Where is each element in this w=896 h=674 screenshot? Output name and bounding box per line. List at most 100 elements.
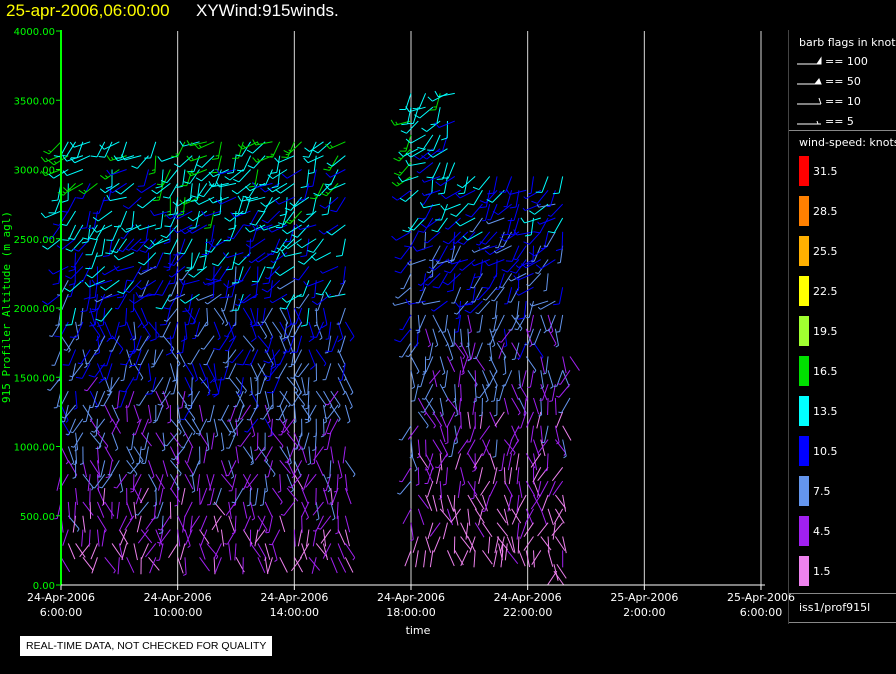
wind-barb-flag [68, 282, 76, 286]
wind-barb-shaft [439, 453, 443, 471]
wind-barb-flag [120, 154, 126, 161]
wind-barb-half-flag [537, 221, 540, 225]
wind-barb-shaft [493, 384, 498, 402]
wind-barb-shaft [100, 460, 106, 478]
wind-barb-shaft [406, 120, 419, 134]
wind-barb-shaft [329, 182, 346, 191]
wind-barb-half-flag [537, 306, 541, 310]
wind-barb-shaft [493, 286, 505, 302]
wind-barb-half-flag [436, 260, 439, 264]
wind-barb-flag [72, 248, 79, 252]
wind-barb-flag [150, 210, 155, 216]
wind-barb-shaft [234, 543, 237, 561]
wind-barb-flag [116, 248, 124, 253]
wind-barb-flag [100, 286, 106, 291]
x-tick-label-date: 24-Apr-2006 [144, 591, 212, 604]
wind-barb-half-flag [55, 324, 59, 326]
wind-barb-shaft [264, 557, 269, 575]
wind-barb-flag [164, 225, 171, 228]
wind-barb-half-flag [220, 449, 225, 452]
wind-barb-flag [138, 261, 145, 266]
wind-barb-flag [250, 324, 257, 328]
wind-barb-half-flag [182, 364, 186, 368]
wind-barb-shaft [528, 300, 534, 318]
wind-barb-half-flag [421, 301, 424, 305]
wind-barb-shaft [133, 335, 136, 353]
wind-barb-flag [464, 309, 471, 314]
wind-barb-flag [324, 183, 331, 186]
wind-barb-shaft [401, 425, 412, 441]
wind-barb-shaft [458, 397, 462, 415]
wind-barb-shaft [211, 182, 229, 188]
wind-barb-flag [232, 261, 239, 266]
wind-barb-half-flag [75, 338, 79, 341]
wind-barb-half-flag [325, 338, 329, 340]
wind-barb-half-flag [252, 348, 255, 352]
wind-barb-half-flag [119, 490, 123, 493]
wind-barb-shaft [291, 556, 303, 572]
wind-barb-flag [197, 194, 204, 198]
wind-barb-shaft [399, 480, 412, 495]
wind-barb-shaft [119, 210, 128, 228]
wind-barb-half-flag [69, 431, 74, 434]
wind-barb-shaft [122, 238, 135, 252]
wind-barb-shaft [177, 557, 184, 574]
wind-barb-shaft [183, 238, 193, 255]
wind-barb-shaft [527, 328, 534, 345]
wind-barb-shaft [213, 557, 216, 575]
wind-barb-flag [237, 144, 243, 150]
wind-barb-flag [427, 96, 433, 102]
wind-barb-half-flag [320, 435, 325, 438]
wind-barb-half-flag [166, 269, 170, 271]
wind-barb-half-flag [513, 317, 518, 320]
wind-barb-flag [67, 237, 75, 240]
wind-barb-shaft [337, 363, 347, 379]
wind-barb-shaft [551, 466, 564, 482]
wind-barb-shaft [169, 446, 179, 462]
wind-barb-shaft [279, 446, 290, 462]
wind-barb-flag [165, 352, 173, 356]
wind-barb-flag [193, 143, 199, 150]
wind-barb-flag [323, 168, 330, 171]
wind-barb-shaft [60, 557, 71, 573]
wind-barb-flag [325, 143, 331, 149]
wind-barb-shaft [269, 363, 281, 378]
wind-barb-shaft [81, 363, 91, 379]
wind-barb-shaft [331, 224, 346, 236]
wind-barb-shaft [447, 162, 456, 179]
wind-barb-flag [266, 267, 273, 269]
wind-barb-shaft [541, 494, 549, 512]
wind-barb-shaft [122, 280, 128, 298]
wind-barb-half-flag [136, 420, 140, 424]
wind-barb-flag [244, 363, 251, 366]
wind-barb-half-flag [290, 377, 294, 379]
wind-barb-shaft [528, 273, 542, 287]
barb-legend-5: == 5 [825, 115, 854, 128]
wind-barb-shaft [523, 536, 534, 551]
wind-barb-shaft [456, 300, 469, 315]
wind-barb-shaft [168, 293, 179, 310]
wind-barb-half-flag [157, 403, 161, 406]
speed-swatch-label: 25.5 [813, 245, 838, 258]
wind-barb-flag [274, 199, 280, 205]
wind-barb-half-flag [261, 449, 266, 452]
wind-barb-shaft [258, 515, 266, 532]
wind-barb-flag [442, 281, 449, 286]
wind-barb-shaft [97, 390, 106, 407]
wind-barb-shaft [494, 411, 505, 427]
wind-barb-shaft [308, 321, 315, 339]
wind-barb-half-flag [557, 383, 561, 385]
wind-barb-half-flag [229, 360, 233, 364]
wind-barb-shaft [262, 487, 266, 505]
wind-barb-flag [419, 202, 424, 208]
wind-barb-shaft [474, 522, 485, 538]
wind-barb-shaft [242, 501, 248, 519]
wind-barb-shaft [501, 453, 505, 471]
wind-barb-half-flag [128, 448, 132, 451]
wind-barb-shaft [518, 370, 521, 388]
wind-barb-shaft [286, 446, 292, 464]
wind-barb-shaft [524, 217, 541, 224]
wind-barb-shaft [148, 321, 160, 336]
wind-barb-shaft [72, 363, 84, 378]
wind-barb-shaft [485, 190, 491, 208]
